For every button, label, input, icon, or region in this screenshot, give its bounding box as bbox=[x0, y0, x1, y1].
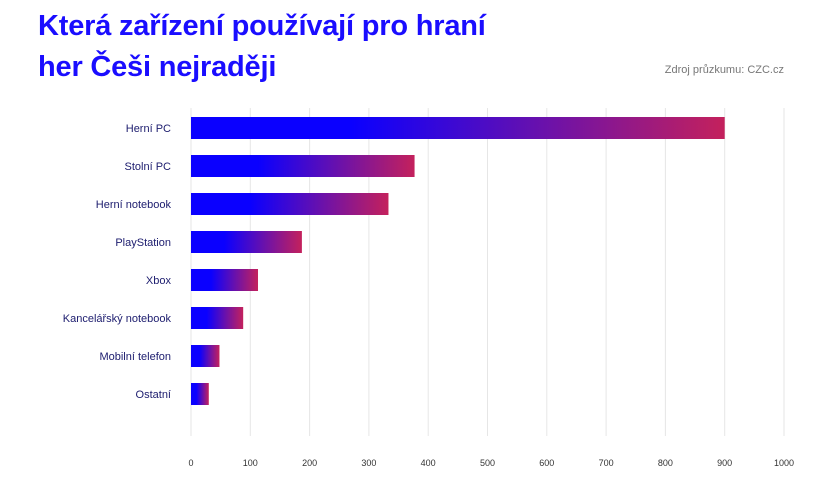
bar bbox=[191, 231, 302, 253]
gridlines bbox=[190, 108, 785, 436]
bar bbox=[191, 383, 209, 405]
x-axis-tick-labels: 0 100 200 300 400 500 600 700 800 900 1000 bbox=[188, 458, 794, 468]
bar bbox=[191, 193, 389, 215]
x-tick-label: 300 bbox=[361, 458, 376, 468]
category-label: Kancelářský notebook bbox=[63, 313, 172, 325]
bar bbox=[191, 155, 415, 177]
chart-title-line1: Která zařízení používají pro hraní bbox=[38, 10, 486, 42]
bar bbox=[191, 307, 244, 329]
category-label: PlayStation bbox=[115, 237, 171, 249]
x-tick-label: 900 bbox=[717, 458, 732, 468]
x-tick-label: 400 bbox=[421, 458, 436, 468]
category-label: Mobilní telefon bbox=[99, 351, 171, 363]
x-tick-label: 600 bbox=[539, 458, 554, 468]
category-labels: Herní PC Stolní PC Herní notebook PlayStati… bbox=[63, 123, 172, 401]
category-label: Ostatní bbox=[136, 389, 171, 401]
x-tick-label: 1000 bbox=[774, 458, 794, 468]
bar bbox=[191, 117, 725, 139]
x-tick-label: 700 bbox=[599, 458, 614, 468]
source-note: Zdroj průzkumu: CZC.cz bbox=[664, 64, 784, 76]
category-label: Stolní PC bbox=[125, 161, 172, 173]
category-label: Xbox bbox=[146, 275, 172, 287]
x-tick-label: 200 bbox=[302, 458, 317, 468]
x-tick-label: 0 bbox=[188, 458, 193, 468]
chart-title-line2: her Češi nejraději bbox=[38, 51, 277, 83]
x-tick-label: 500 bbox=[480, 458, 495, 468]
bars bbox=[191, 117, 725, 405]
bar bbox=[191, 269, 259, 291]
x-tick-label: 800 bbox=[658, 458, 673, 468]
bar bbox=[191, 345, 220, 367]
x-tick-label: 100 bbox=[243, 458, 258, 468]
category-label: Herní PC bbox=[126, 123, 171, 135]
category-label: Herní notebook bbox=[96, 199, 172, 211]
chart-title: Která zařízení používají pro hraní her Č… bbox=[38, 6, 598, 88]
